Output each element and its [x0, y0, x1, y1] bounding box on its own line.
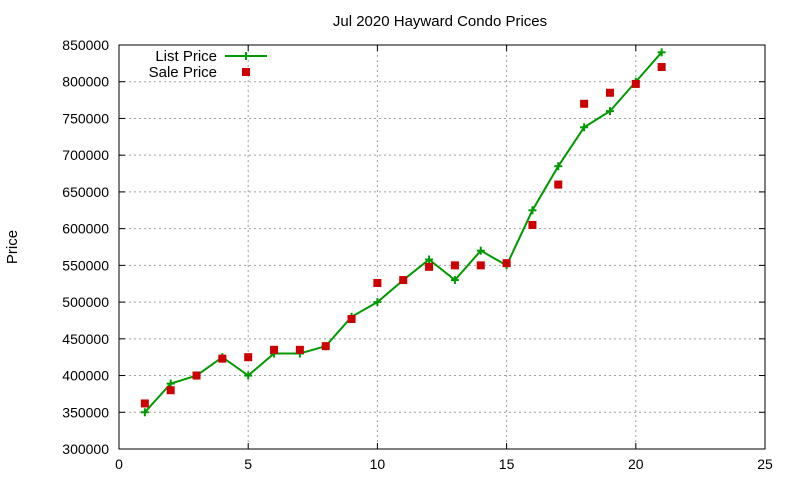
list-price-point [554, 162, 563, 171]
y-tick-label: 850000 [62, 37, 109, 53]
sale-price-point [580, 99, 589, 108]
y-tick-label: 550000 [62, 257, 109, 273]
sale-price-point [192, 371, 201, 380]
list-price-point [140, 408, 149, 417]
sale-price-point [425, 262, 434, 271]
list-price-point [244, 371, 253, 380]
sale-price-point [657, 63, 666, 72]
list-price-point [425, 255, 434, 264]
list-price-point [476, 246, 485, 255]
sale-price-point [373, 278, 382, 287]
sale-price-point [218, 354, 227, 363]
series-layer [140, 48, 666, 417]
x-tick-label: 20 [628, 456, 644, 472]
sale-price-point [554, 180, 563, 189]
list-price-point [657, 48, 666, 57]
plot-frame [118, 44, 766, 450]
y-tick-label: 400000 [62, 368, 109, 384]
y-tick-label: 350000 [62, 404, 109, 420]
sale-price-point [295, 345, 304, 354]
list-price-point [580, 123, 589, 132]
y-tick-label: 300000 [62, 441, 109, 457]
y-tick-label: 800000 [62, 74, 109, 90]
sale-price-point [399, 276, 408, 285]
tick-labels: 0 5 10 15 20 25 300000 350000 400000 450000 500000… [62, 37, 773, 472]
sale-price-point [347, 314, 356, 323]
sale-price-point [270, 345, 279, 354]
sale-price-point [166, 386, 175, 395]
sale-price-point [502, 259, 511, 268]
legend-label: List Price [155, 48, 217, 65]
legend-label: Sale Price [149, 64, 217, 81]
x-tick-label: 10 [370, 456, 386, 472]
list-price-point [528, 206, 537, 215]
sale-price-point [605, 88, 614, 97]
legend-swatch-square [242, 68, 250, 76]
sale-price-point [450, 261, 459, 270]
x-tick-label: 15 [499, 456, 515, 472]
y-tick-label: 750000 [62, 110, 109, 126]
x-tick-label: 0 [115, 456, 123, 472]
grid-lines [118, 44, 766, 450]
list-price-point [373, 298, 382, 307]
y-tick-label: 500000 [62, 294, 109, 310]
list-price-point [605, 107, 614, 116]
sale-price-point [140, 399, 149, 408]
sale-price-point [476, 261, 485, 270]
sale-price-point [321, 342, 330, 351]
y-tick-label: 600000 [62, 221, 109, 237]
y-tick-label: 450000 [62, 331, 109, 347]
sale-price-point [631, 79, 640, 88]
x-tick-label: 25 [757, 456, 773, 472]
sale-price-point [528, 220, 537, 229]
y-tick-label: 650000 [62, 184, 109, 200]
x-tick-label: 5 [244, 456, 252, 472]
chart-title: Jul 2020 Hayward Condo Prices [333, 13, 547, 30]
sale-price-point [244, 353, 253, 362]
y-tick-label: 700000 [62, 147, 109, 163]
list-price-point [450, 276, 459, 285]
y-axis-label: Price [4, 230, 21, 264]
